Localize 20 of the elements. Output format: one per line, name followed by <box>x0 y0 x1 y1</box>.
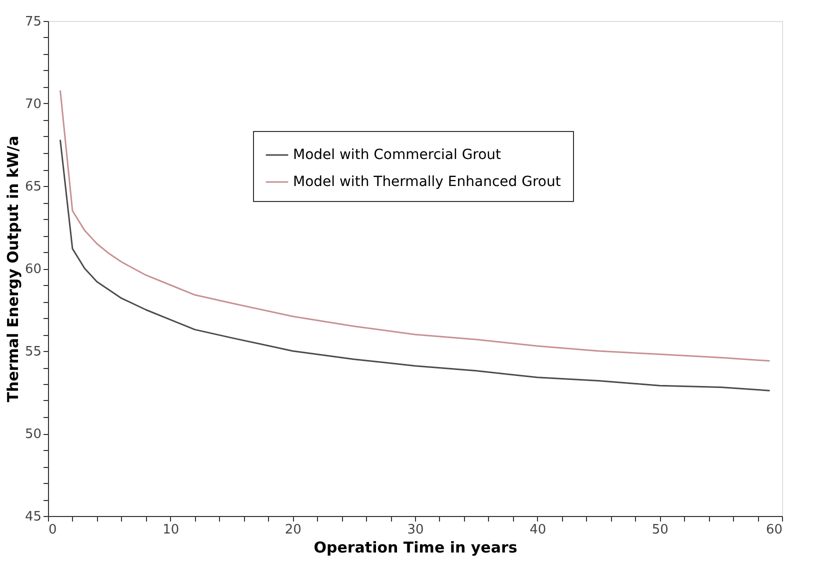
x-tick-label: 0 <box>48 522 57 538</box>
y-tick-label: 70 <box>24 97 42 112</box>
line-series <box>59 139 771 392</box>
y-tick-label: 60 <box>24 262 42 277</box>
y-axis-title: Thermal Energy Output in kW/a <box>4 136 22 402</box>
x-tick-label: 10 <box>162 522 180 538</box>
legend-label: Model with Thermally Enhanced Grout <box>293 174 562 190</box>
x-tick-label: 60 <box>766 522 782 538</box>
x-tick-label: 40 <box>530 522 546 538</box>
y-tick-label: 65 <box>24 180 42 194</box>
legend-label: Model with Commercial Grout <box>293 147 502 163</box>
line-series <box>59 90 771 362</box>
y-tick-label: 75 <box>24 14 42 30</box>
y-tick-label: 50 <box>24 427 42 442</box>
x-tick-label: 50 <box>652 522 668 538</box>
x-tick-label: 20 <box>284 522 302 538</box>
x-tick-label: 30 <box>407 522 424 538</box>
y-tick-label: 45 <box>24 510 42 524</box>
y-tick-label: 55 <box>24 344 42 360</box>
x-axis-title: Operation Time in years <box>314 538 518 556</box>
